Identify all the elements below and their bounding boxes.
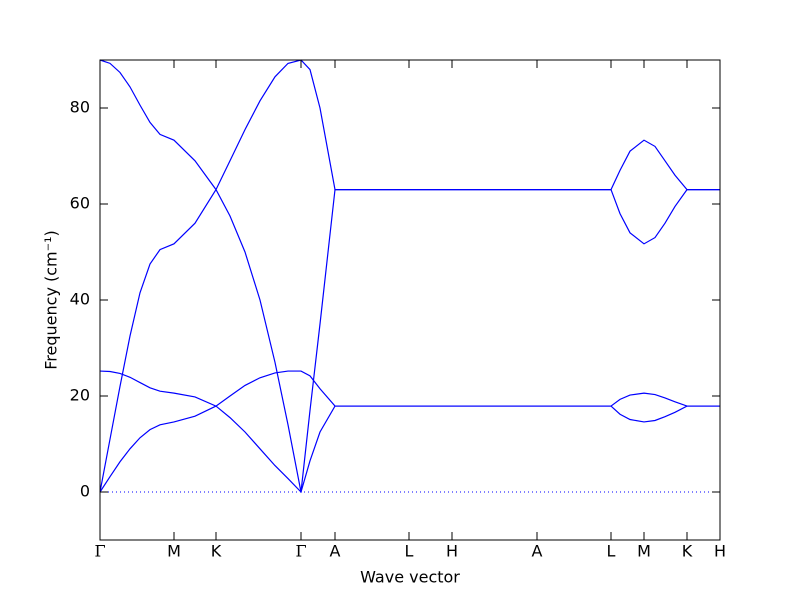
- x-tick-label: L: [607, 542, 616, 561]
- x-tick-label: L: [405, 542, 414, 561]
- x-tick-label: M: [637, 542, 651, 561]
- band-line: [99, 370, 720, 494]
- y-tick-label: 0: [80, 482, 90, 501]
- plot-frame: [99, 59, 721, 541]
- y-tick-label: 60: [70, 194, 90, 213]
- y-axis-label: Frequency (cm⁻¹): [42, 230, 61, 369]
- y-tick-label: 40: [70, 290, 90, 309]
- x-tick-label: K: [211, 542, 222, 561]
- x-tick-label: K: [682, 542, 693, 561]
- x-tick-label: M: [167, 542, 181, 561]
- x-tick-label: H: [714, 542, 726, 561]
- x-axis-label: Wave vector: [360, 568, 460, 587]
- band-line: [99, 370, 720, 493]
- y-tick-label: 20: [70, 386, 90, 405]
- x-tick-label: Γ: [94, 542, 105, 561]
- x-tick-label: A: [330, 542, 341, 561]
- x-tick-label: Γ: [295, 542, 306, 561]
- x-tick-label: H: [446, 542, 458, 561]
- y-tick-label: 80: [70, 98, 90, 117]
- x-tick-label: A: [532, 542, 543, 561]
